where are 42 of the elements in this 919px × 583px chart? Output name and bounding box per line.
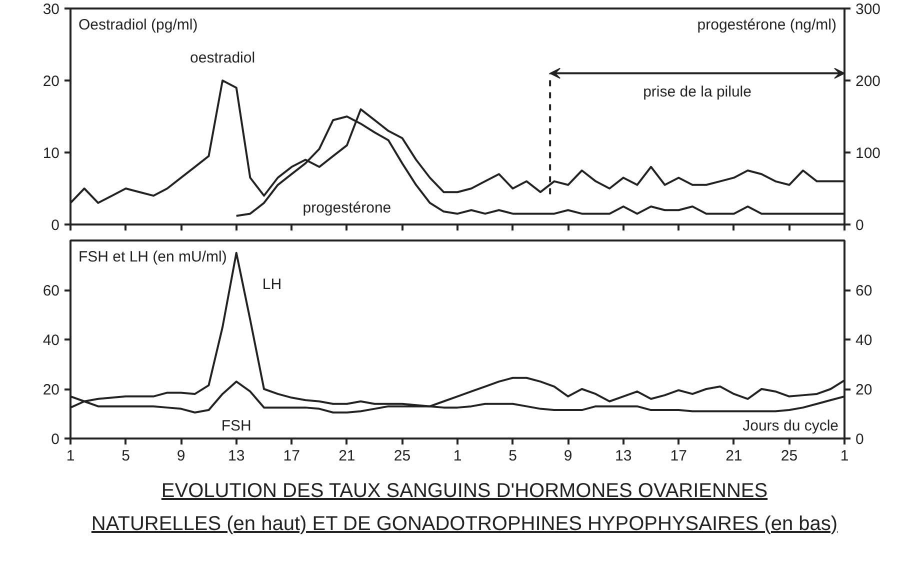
y-tick-label: 0: [51, 217, 60, 234]
y2-tick-label: 100: [856, 145, 881, 162]
x-tick-label: 13: [615, 448, 632, 464]
annotation: prise de la pilule: [643, 83, 752, 100]
y-tick-label: 30: [42, 1, 60, 18]
x-tick-label: 25: [394, 448, 411, 464]
y2-tick-label: 200: [856, 73, 881, 90]
x-tick-label: 25: [780, 448, 798, 464]
x-axis-title: Jours du cycle: [742, 418, 838, 434]
x-tick-label: 9: [564, 448, 572, 464]
y2-tick-label: 0: [856, 217, 864, 234]
y-tick-label: 60: [42, 282, 60, 300]
y-tick-label: 40: [42, 332, 60, 349]
y2-tick-label: 40: [856, 332, 872, 349]
y-axis-title: FSH et LH (en mU/ml): [78, 248, 227, 266]
x-tick-label: 1: [453, 448, 462, 464]
x-tick-label: 17: [283, 448, 300, 464]
y2-axis-title: progestérone (ng/ml): [697, 16, 837, 34]
series-label: oestradiol: [190, 50, 256, 66]
x-tick-label: 17: [670, 448, 687, 464]
x-tick-label: 5: [122, 448, 130, 464]
series-label: progestérone: [302, 200, 392, 216]
x-tick-label: 9: [176, 448, 186, 464]
x-tick-label: 21: [726, 448, 742, 464]
y2-tick-label: 20: [856, 382, 872, 398]
text: NATURELLES (en haut) ET DE GONADOTROPHINES HYPOPHYSAIRES (en bas): [91, 512, 838, 537]
series-label: LH: [262, 276, 282, 293]
y-tick-label: 10: [42, 145, 60, 162]
y-tick-label: 20: [42, 382, 60, 398]
x-tick-label: 1: [66, 448, 75, 464]
x-tick-label: 21: [338, 448, 356, 464]
y-axis-title: Oestradiol (pg/ml): [78, 16, 198, 34]
text: EVOLUTION DES TAUX SANGUINS D'HORMONES OVARIENNES: [160, 479, 769, 504]
x-tick-label: 13: [228, 448, 245, 464]
y2-tick-label: 0: [856, 431, 864, 448]
x-tick-label: 5: [508, 448, 517, 464]
series-label: FSH: [221, 418, 252, 434]
x-tick-label: 1: [840, 448, 849, 464]
y2-tick-label: 60: [856, 282, 872, 300]
y-tick-label: 0: [51, 431, 60, 448]
y-tick-label: 20: [42, 73, 60, 90]
y2-tick-label: 300: [856, 1, 881, 18]
